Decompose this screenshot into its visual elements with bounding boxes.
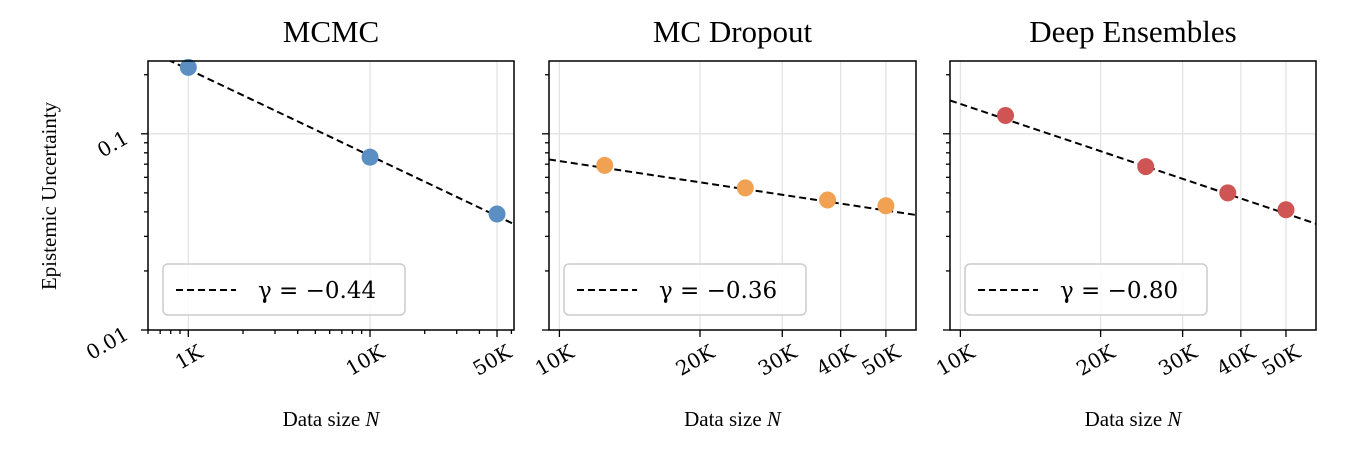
x-axis-label-text: Data size bbox=[1085, 407, 1168, 431]
legend-box bbox=[964, 263, 1208, 316]
data-point-2 bbox=[1137, 158, 1155, 176]
legend-label: γ = −0.80 bbox=[1060, 278, 1178, 304]
data-point-4 bbox=[1277, 201, 1295, 219]
data-point-1 bbox=[179, 58, 197, 76]
fit-line-group bbox=[168, 61, 514, 226]
axes-frame bbox=[147, 60, 515, 331]
axes-frame bbox=[949, 60, 1317, 331]
data-point-3 bbox=[488, 205, 506, 223]
panel-title: Deep Ensembles bbox=[1029, 14, 1236, 49]
x-tick-label: 50K bbox=[857, 339, 905, 381]
data-point-4 bbox=[877, 197, 895, 215]
x-axis-label-variable: N bbox=[364, 407, 380, 431]
x-tick-label: 20K bbox=[672, 339, 720, 381]
x-tick-label: 1K bbox=[171, 339, 208, 374]
legend: γ = −0.36 bbox=[563, 263, 807, 316]
fit-line bbox=[950, 99, 1316, 225]
data-point-3 bbox=[1219, 184, 1237, 202]
x-tick-label: 20K bbox=[1072, 339, 1120, 381]
data-point-2 bbox=[736, 179, 754, 197]
x-tick-label: 40K bbox=[812, 339, 860, 381]
x-tick-label: 40K bbox=[1212, 339, 1260, 381]
x-axis-label: Data size N bbox=[283, 407, 381, 431]
x-tick-label: 10K bbox=[932, 339, 980, 381]
legend-box bbox=[563, 263, 807, 316]
x-tick-label: 10K bbox=[531, 339, 579, 381]
y-tick-label-0.1: 0.1 bbox=[93, 126, 133, 163]
data-point-1 bbox=[596, 156, 614, 174]
legend-label: γ = −0.36 bbox=[659, 278, 777, 304]
legend: γ = −0.44 bbox=[162, 263, 406, 316]
x-axis-label-variable: N bbox=[1166, 407, 1182, 431]
data-point-1 bbox=[997, 106, 1015, 124]
y-axis-label: Epistemic Uncertainty bbox=[37, 101, 61, 290]
x-axis-label-variable: N bbox=[766, 407, 782, 431]
x-tick-label: 30K bbox=[754, 339, 802, 381]
axes-frame bbox=[548, 60, 917, 331]
legend-box bbox=[162, 263, 406, 316]
x-axis-label-text: Data size bbox=[283, 407, 366, 431]
y-tick-label-0.01: 0.01 bbox=[82, 322, 133, 365]
x-tick-label: 50K bbox=[1257, 339, 1305, 381]
panel-title: MCMC bbox=[283, 14, 379, 49]
x-axis-label: Data size N bbox=[684, 407, 782, 431]
fit-line bbox=[168, 61, 514, 226]
data-point-2 bbox=[361, 148, 379, 166]
fit-line-group bbox=[950, 99, 1316, 225]
x-axis-label-text: Data size bbox=[684, 407, 767, 431]
x-tick-label: 30K bbox=[1154, 339, 1202, 381]
panel-title: MC Dropout bbox=[653, 14, 813, 49]
data-point-3 bbox=[819, 191, 837, 209]
x-tick-label: 10K bbox=[342, 339, 390, 381]
x-axis-label: Data size N bbox=[1085, 407, 1183, 431]
x-tick-label: 50K bbox=[469, 339, 517, 381]
legend-label: γ = −0.44 bbox=[258, 278, 376, 304]
legend: γ = −0.80 bbox=[964, 263, 1208, 316]
